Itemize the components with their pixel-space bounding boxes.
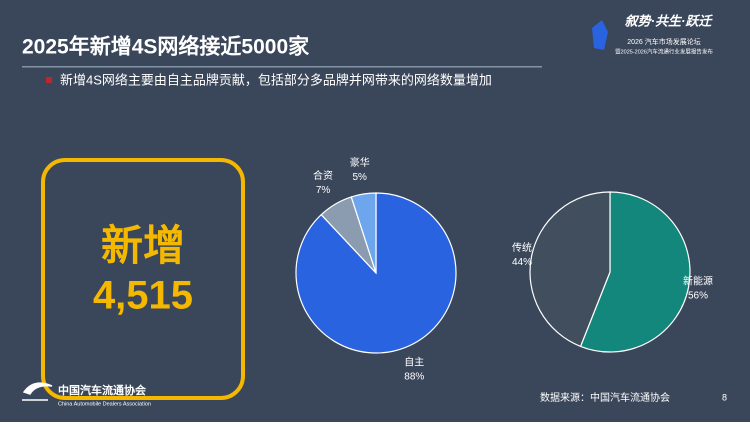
footer-org: 中国汽车流通协会 [58, 383, 147, 397]
slide-title: 2025年新增4S网络接近5000家 [22, 35, 310, 59]
slice-category-label: 豪华 [350, 156, 370, 169]
logo-icon [592, 20, 608, 50]
footer-org-en: China Automobile Dealers Association [58, 401, 151, 407]
footer-logo [22, 382, 53, 401]
pie-slice [350, 192, 377, 274]
logo-line: 2026 汽车市场发展论坛 [627, 37, 701, 46]
title-rule [22, 66, 542, 68]
highlight-label: 新增 [101, 222, 185, 269]
slice-category-label: 合资 [313, 169, 333, 182]
highlight-box [41, 158, 245, 400]
slice-category-label: 传统 [512, 241, 532, 254]
logo-slogan: 叙势·共生·跃迁 [625, 13, 714, 28]
bullet-marker [46, 77, 52, 83]
slice-value-label: 56% [688, 290, 708, 301]
page-number: 8 [722, 392, 727, 402]
slice-category-label: 新能源 [683, 274, 713, 287]
source: 数据来源：中国汽车流通协会 [540, 391, 670, 404]
slice-value-label: 5% [353, 172, 368, 183]
slice-value-label: 7% [316, 185, 331, 196]
slice-value-label: 44% [512, 257, 532, 268]
highlight-number: 4,515 [93, 274, 193, 318]
logo-line: 暨2025-2026汽车流通行业发展报告发布 [615, 47, 713, 55]
pie-slice [579, 191, 691, 353]
slice-value-label: 88% [404, 371, 424, 382]
pie-slice [529, 191, 611, 348]
bullet-text: 新增4S网络主要由自主品牌贡献，包括部分多品牌并网带来的网络数量增加 [60, 72, 492, 87]
slice-category-label: 自主 [404, 355, 424, 368]
